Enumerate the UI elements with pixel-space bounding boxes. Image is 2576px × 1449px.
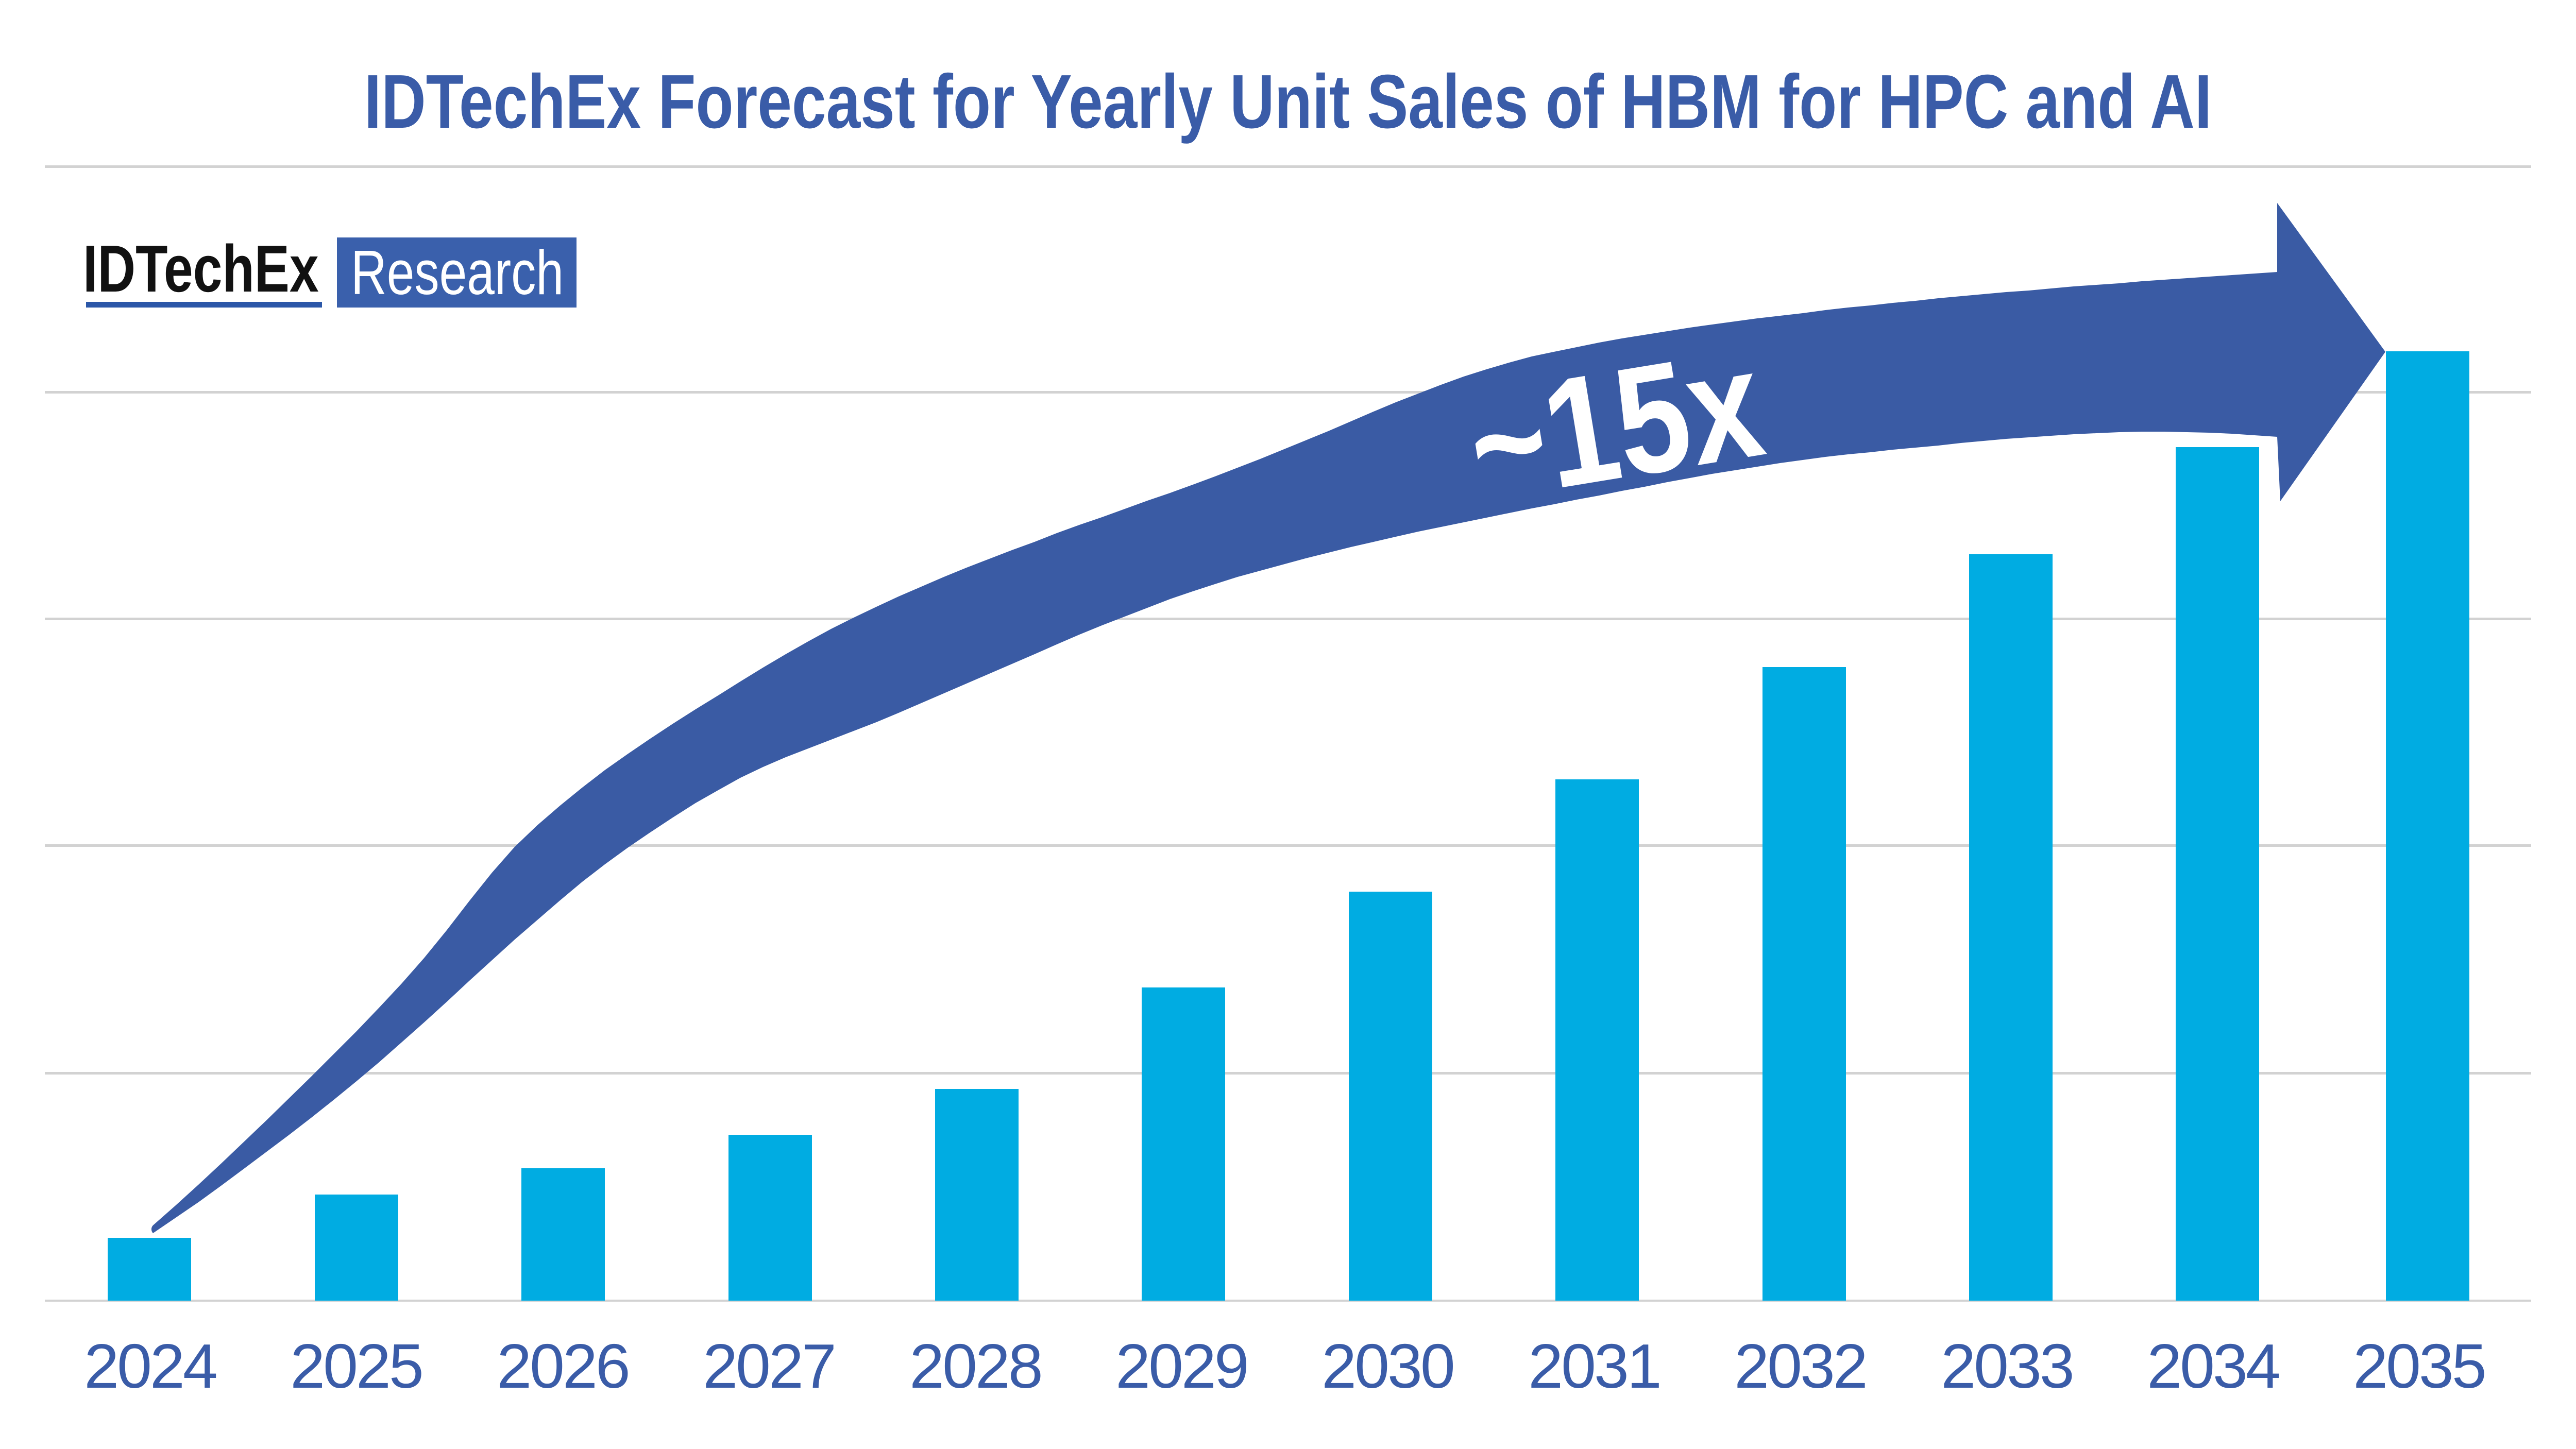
svg-text:~15x: ~15x xyxy=(1457,315,1774,533)
